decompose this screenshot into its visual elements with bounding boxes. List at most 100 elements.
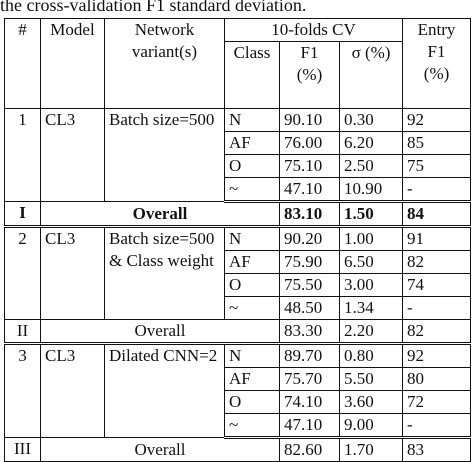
overall-entry: 83 (402, 437, 472, 462)
cell-class: AF (224, 367, 280, 391)
table-row: O 75.50 3.00 74 (5, 273, 472, 297)
cell-f1: 90.10 (279, 108, 340, 132)
cell-entry: - (402, 296, 472, 320)
cell-entry: - (402, 177, 472, 203)
cell-f1: 75.70 (279, 367, 340, 391)
header-sigma: σ (%) (338, 41, 404, 109)
cell-f1: 47.10 (279, 413, 340, 439)
cell-entry: 75 (402, 154, 472, 178)
overall-row: III Overall 82.60 1.70 83 (4, 437, 472, 462)
row-variant: Batch size=500 & Class weight (104, 226, 225, 320)
row-variant: Dilated CNN=2 (104, 343, 225, 438)
cell-f1: 90.20 (279, 226, 340, 251)
table-row: ~ 47.10 10.90 - (5, 177, 472, 203)
table-row: 2 CL3 Batch size=500 & Class weight N 90… (4, 226, 472, 320)
overall-f1: 83.10 (279, 201, 340, 228)
cell-sigma: 10.90 (338, 177, 404, 203)
overall-entry: 84 (402, 201, 472, 228)
table-row: 1 CL3 Batch size=500 N 90.10 0.30 92 (4, 108, 472, 202)
cell-class: N (224, 226, 280, 251)
cell-f1: 74.10 (279, 390, 340, 414)
row-model: CL3 (40, 108, 105, 202)
cell-f1: 48.50 (279, 296, 340, 320)
cell-class: O (224, 273, 280, 297)
cell-entry: 74 (402, 273, 472, 297)
header-variant-line1: Network (134, 20, 195, 39)
overall-f1: 82.60 (279, 437, 340, 462)
cell-sigma: 0.80 (338, 343, 404, 368)
header-entry-line3: (%) (423, 64, 450, 83)
overall-row: II Overall 83.30 2.20 82 (4, 319, 472, 345)
header-row-1: # Model Network variant(s) 10-folds CV E… (4, 18, 472, 109)
header-class: Class (224, 41, 280, 109)
header-entry-line2: F1 (427, 42, 446, 61)
header-f1-line2: (%) (296, 65, 323, 84)
cell-sigma: 5.50 (338, 367, 404, 391)
overall-sigma: 2.20 (338, 319, 404, 345)
header-variant-line2: variant(s) (131, 42, 198, 61)
overall-sigma: 1.70 (338, 437, 404, 462)
cell-class: O (224, 154, 280, 178)
overall-num: I (4, 201, 41, 228)
overall-num: III (4, 437, 41, 462)
cell-sigma: 3.60 (338, 390, 404, 414)
cell-class: O (224, 390, 280, 414)
cell-entry: 92 (402, 108, 472, 132)
row-model: CL3 (40, 226, 105, 320)
cell-sigma: 3.00 (338, 273, 404, 297)
cell-sigma: 9.00 (338, 413, 404, 439)
header-model-text: Model (50, 20, 95, 39)
row-num: 2 (4, 226, 41, 320)
cell-f1: 89.70 (279, 343, 340, 368)
table-row: 3 CL3 Dilated CNN=2 N 89.70 0.80 92 (4, 343, 472, 438)
overall-entry: 82 (402, 319, 472, 345)
header-num: # (4, 18, 41, 109)
table-row: AF 76.00 6.20 85 (5, 131, 472, 155)
header-entry-line1: Entry (417, 20, 456, 39)
cell-f1: 47.10 (279, 177, 340, 203)
header-variant: Network variant(s) (104, 18, 225, 109)
header-model: Model (40, 18, 105, 109)
cell-entry: - (402, 413, 472, 439)
cell-entry: 72 (402, 390, 472, 414)
table-caption: the cross-validation F1 standard deviati… (0, 0, 307, 15)
row-model: CL3 (40, 343, 105, 438)
cell-class: N (224, 108, 280, 132)
row-num: 1 (4, 108, 41, 202)
cell-class: N (224, 343, 280, 368)
header-entry: Entry F1 (%) (402, 18, 472, 109)
cell-entry: 92 (402, 343, 472, 368)
header-cv-group: 10-folds CV (223, 18, 404, 42)
table-row: AF 75.70 5.50 80 (5, 367, 472, 391)
overall-label: Overall (40, 319, 280, 345)
cell-f1: 75.90 (279, 250, 340, 274)
cell-sigma: 6.20 (338, 131, 404, 155)
cell-class: ~ (224, 413, 280, 439)
cell-class: ~ (224, 177, 280, 203)
cell-sigma: 1.00 (338, 226, 404, 251)
cell-class: AF (224, 131, 280, 155)
header-f1: F1 (%) (279, 41, 340, 109)
header-row-2: Class F1 (%) σ (%) (5, 41, 471, 109)
cell-sigma: 2.50 (338, 154, 404, 178)
cell-class: ~ (224, 296, 280, 320)
cell-f1: 76.00 (279, 131, 340, 155)
row-variant: Batch size=500 (104, 108, 225, 202)
overall-label: Overall (40, 437, 280, 462)
overall-row: I Overall 83.10 1.50 84 (4, 201, 472, 228)
overall-sigma: 1.50 (338, 201, 404, 228)
results-table: # Model Network variant(s) 10-folds CV E… (4, 18, 472, 462)
overall-num: II (4, 319, 41, 345)
header-num-text: # (18, 20, 27, 39)
cell-entry: 82 (402, 250, 472, 274)
cell-entry: 91 (402, 226, 472, 251)
table-row: O 74.10 3.60 72 (5, 390, 472, 414)
cell-f1: 75.10 (279, 154, 340, 178)
table-row: AF 75.90 6.50 82 (5, 250, 472, 274)
cell-sigma: 6.50 (338, 250, 404, 274)
overall-f1: 83.30 (279, 319, 340, 345)
cell-entry: 80 (402, 367, 472, 391)
header-f1-line1: F1 (300, 43, 319, 62)
cell-entry: 85 (402, 131, 472, 155)
cell-class: AF (224, 250, 280, 274)
